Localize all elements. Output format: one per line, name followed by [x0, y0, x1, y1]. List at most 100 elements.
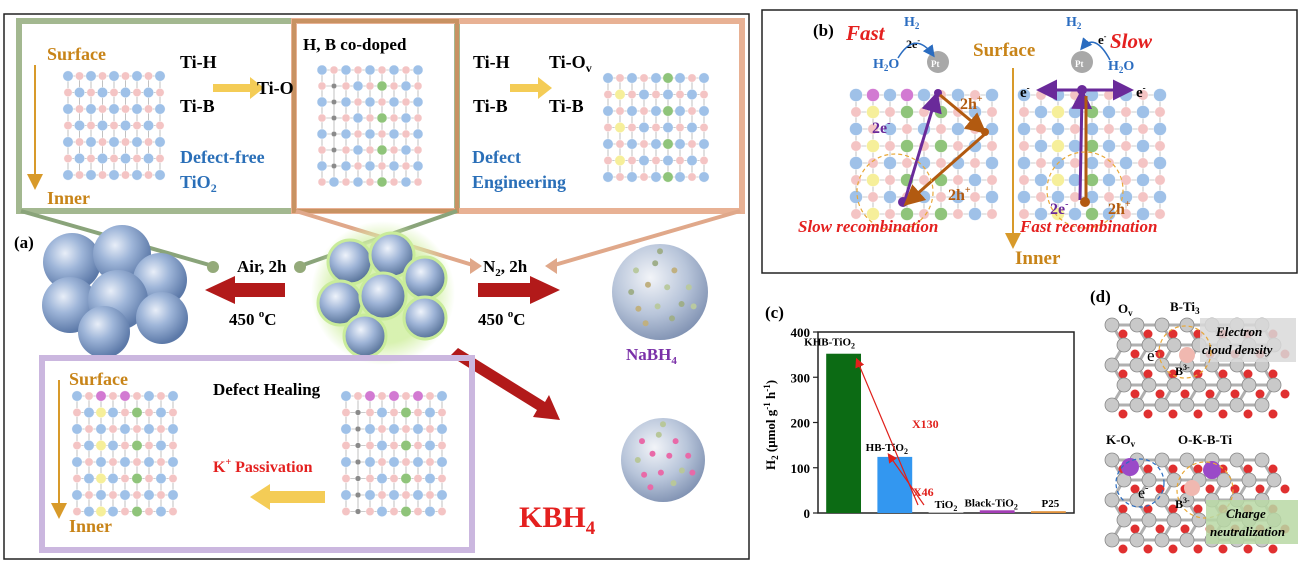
lattice-atom	[108, 169, 120, 181]
electron-cloud-2: cloud density	[1202, 342, 1273, 357]
lattice-atom	[95, 440, 107, 451]
electron-cloud-1: Electron	[1215, 324, 1262, 339]
lattice-atom	[934, 105, 948, 119]
o-atom	[1205, 484, 1215, 494]
lattice-atom	[1102, 173, 1116, 187]
ti-h-label-1: Ti-H	[180, 52, 217, 72]
lattice-atom	[968, 139, 982, 153]
lattice-atom	[413, 113, 423, 123]
lattice-atom	[698, 105, 710, 117]
lattice-atom	[98, 104, 107, 114]
o-atom	[1193, 544, 1203, 554]
o-atom	[1118, 369, 1128, 379]
lattice-atom	[662, 72, 674, 84]
lattice-atom	[108, 70, 120, 82]
o-atom	[1243, 409, 1253, 419]
lattice-atom	[354, 442, 362, 449]
lattice-defect-free	[62, 70, 166, 181]
lattice-atom	[437, 441, 447, 450]
lattice-atom	[365, 474, 375, 483]
lattice-atom	[365, 408, 375, 417]
lattice-atom	[662, 138, 674, 150]
electron-cloud-box	[1200, 318, 1296, 362]
lattice-atom	[155, 88, 165, 97]
dopant-dot	[657, 469, 664, 476]
lattice-atom	[95, 407, 107, 418]
lattice-atom	[341, 507, 351, 516]
lattice-atom	[674, 105, 686, 117]
lattice-atom	[437, 507, 447, 516]
lattice-atom	[401, 161, 411, 171]
lattice-atom	[400, 144, 412, 156]
lattice-atom	[986, 106, 998, 118]
lattice-atom	[602, 72, 614, 84]
lattice-atom	[156, 424, 166, 434]
lattice-atom	[935, 123, 947, 135]
lattice-atom	[686, 155, 698, 166]
lattice-atom	[1102, 105, 1116, 119]
dopant-dot	[666, 452, 673, 459]
lattice-atom	[883, 190, 897, 204]
dopant-dot	[660, 421, 666, 428]
lattice-atom	[1136, 105, 1150, 119]
lattice-atom	[400, 506, 412, 517]
lattice-atom	[331, 99, 337, 105]
lattice-atom	[651, 156, 661, 165]
o-atom	[1143, 544, 1153, 554]
lattice-atom	[131, 440, 143, 451]
lattice-atom	[686, 122, 698, 133]
lattice-atom	[424, 506, 436, 517]
lattice-atom	[615, 139, 625, 149]
lattice-atom	[120, 474, 130, 483]
lattice-atom	[364, 96, 376, 108]
lattice-atom	[97, 120, 108, 131]
k-atom	[1203, 461, 1221, 479]
lattice-atom	[86, 121, 96, 130]
lattice-atom	[662, 171, 674, 183]
lattice-atom	[1034, 207, 1048, 221]
lattice-atom	[615, 172, 625, 182]
dopant-dot	[635, 305, 642, 312]
lattice-atom	[662, 155, 674, 166]
lattice-atom	[120, 441, 130, 450]
lattice-atom	[167, 456, 179, 468]
lattice-atom	[62, 169, 74, 181]
lattice-atom	[354, 508, 362, 515]
lattice-atom	[866, 207, 880, 221]
hole-origin-right	[1080, 197, 1090, 207]
lattice-atom	[377, 65, 387, 75]
o-atom	[1255, 389, 1265, 399]
lattice-atom	[1051, 105, 1065, 119]
lattice-atom	[71, 390, 83, 402]
lattice-atom	[120, 153, 131, 164]
panel-c-label: (c)	[765, 303, 784, 322]
lattice-atom	[108, 136, 120, 148]
lattice-atom	[97, 87, 108, 98]
panel-a-label: (a)	[14, 233, 34, 252]
lattice-atom	[132, 154, 142, 163]
ti-b-label-3: Ti-B	[549, 96, 584, 116]
lattice-atom	[353, 161, 363, 171]
lattice-atom	[388, 160, 400, 172]
lattice-atom	[74, 87, 85, 98]
lattice-atom	[639, 139, 649, 149]
charge-label-1: Charge	[1226, 506, 1266, 521]
lattice-atom	[388, 489, 400, 501]
lattice-atom	[84, 457, 94, 467]
o-atom	[1168, 329, 1178, 339]
lattice-atom	[686, 89, 698, 100]
lattice-atom	[436, 489, 448, 501]
lattice-atom	[167, 423, 179, 435]
lattice-atom	[674, 138, 686, 150]
air-condition: Air, 2h	[237, 257, 287, 276]
lattice-atom	[107, 473, 119, 484]
lattice-atom	[413, 81, 423, 91]
lattice-atom	[341, 81, 351, 91]
o-atom	[1155, 349, 1165, 359]
ti-atom	[1229, 452, 1245, 468]
lattice-atom	[86, 154, 96, 163]
lattice-atom	[867, 191, 879, 203]
e-right-top: e-	[1098, 32, 1107, 47]
lattice-atom	[376, 80, 388, 92]
dopant-dot	[670, 480, 677, 487]
